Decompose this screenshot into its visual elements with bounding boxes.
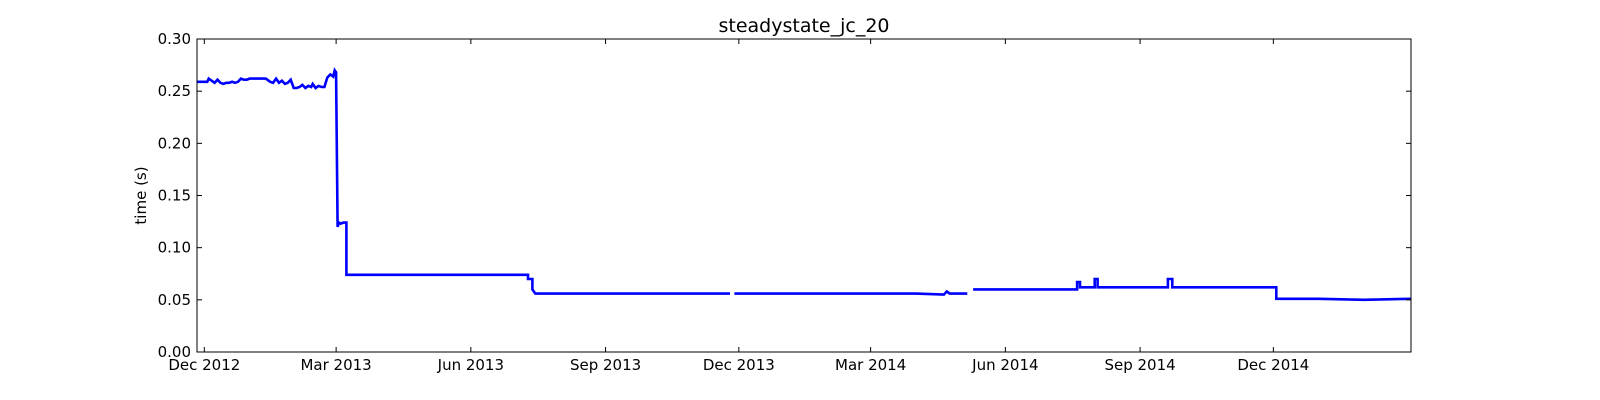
x-tick-label: Dec 2012 bbox=[168, 356, 240, 374]
plot-frame bbox=[196, 38, 1412, 353]
x-tick-label: Mar 2013 bbox=[300, 356, 371, 374]
y-tick-label: 0.00 bbox=[158, 343, 191, 361]
x-tick-label: Mar 2014 bbox=[835, 356, 906, 374]
series-line-segment-3 bbox=[973, 277, 1412, 302]
x-tick-label: Dec 2014 bbox=[1237, 356, 1309, 374]
y-tick-label: 0.30 bbox=[158, 30, 191, 48]
x-tick-label: Sep 2013 bbox=[570, 356, 641, 374]
y-axis-label: time (s) bbox=[132, 166, 150, 224]
y-tick-label: 0.05 bbox=[158, 291, 191, 309]
chart-title: steadystate_jc_20 bbox=[718, 15, 889, 37]
axis-ticks: Dec 2012 Mar 2013 Jun 2013 Sep 2013 Dec 2013… bbox=[158, 30, 1411, 374]
x-tick-label: Jun 2013 bbox=[437, 356, 504, 374]
x-tick-label: Sep 2014 bbox=[1104, 356, 1175, 374]
series-line-segment-2 bbox=[734, 289, 968, 296]
y-tick-label: 0.10 bbox=[158, 239, 191, 257]
series-line-segment-1 bbox=[197, 67, 730, 295]
y-tick-label: 0.25 bbox=[158, 82, 191, 100]
plot-area bbox=[197, 67, 1412, 302]
x-tick-label: Dec 2013 bbox=[703, 356, 775, 374]
x-tick-label: Jun 2014 bbox=[971, 356, 1038, 374]
y-tick-label: 0.20 bbox=[158, 134, 191, 152]
y-tick-label: 0.15 bbox=[158, 187, 191, 205]
